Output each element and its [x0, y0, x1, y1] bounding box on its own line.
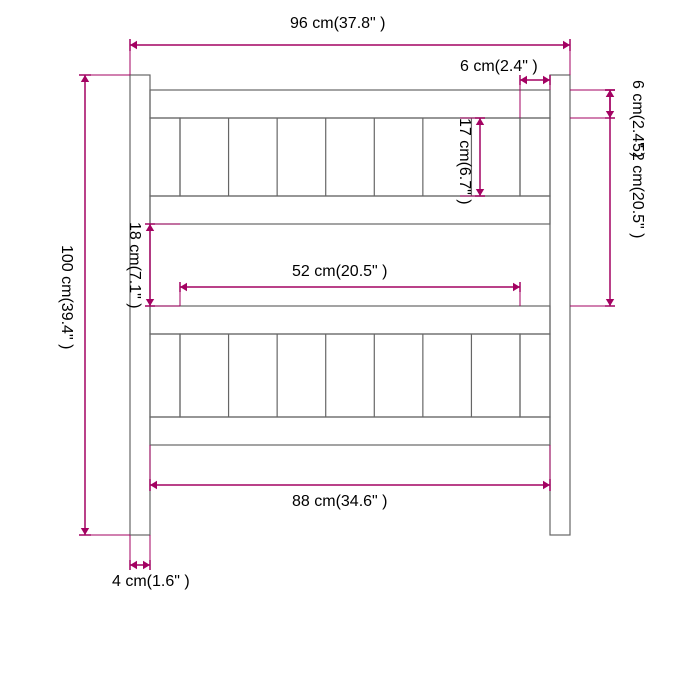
inner_width: 52 cm(20.5" ) [292, 263, 388, 281]
panel_height: 52 cm(20.5" ) [628, 143, 646, 239]
total_height: 100 cm(39.4" ) [57, 245, 75, 349]
bottom_width: 88 cm(34.6" ) [292, 493, 388, 511]
total_width: 96 cm(37.8" ) [290, 15, 386, 33]
small_gap: 6 cm(2.4" ) [460, 58, 538, 76]
leg_thick: 4 cm(1.6" ) [112, 573, 190, 591]
upper_slat_h: 17 cm(6.7" ) [455, 118, 473, 205]
middle_open_h: 18 cm(7.1" ) [125, 222, 143, 309]
dimension-diagram [0, 0, 700, 700]
